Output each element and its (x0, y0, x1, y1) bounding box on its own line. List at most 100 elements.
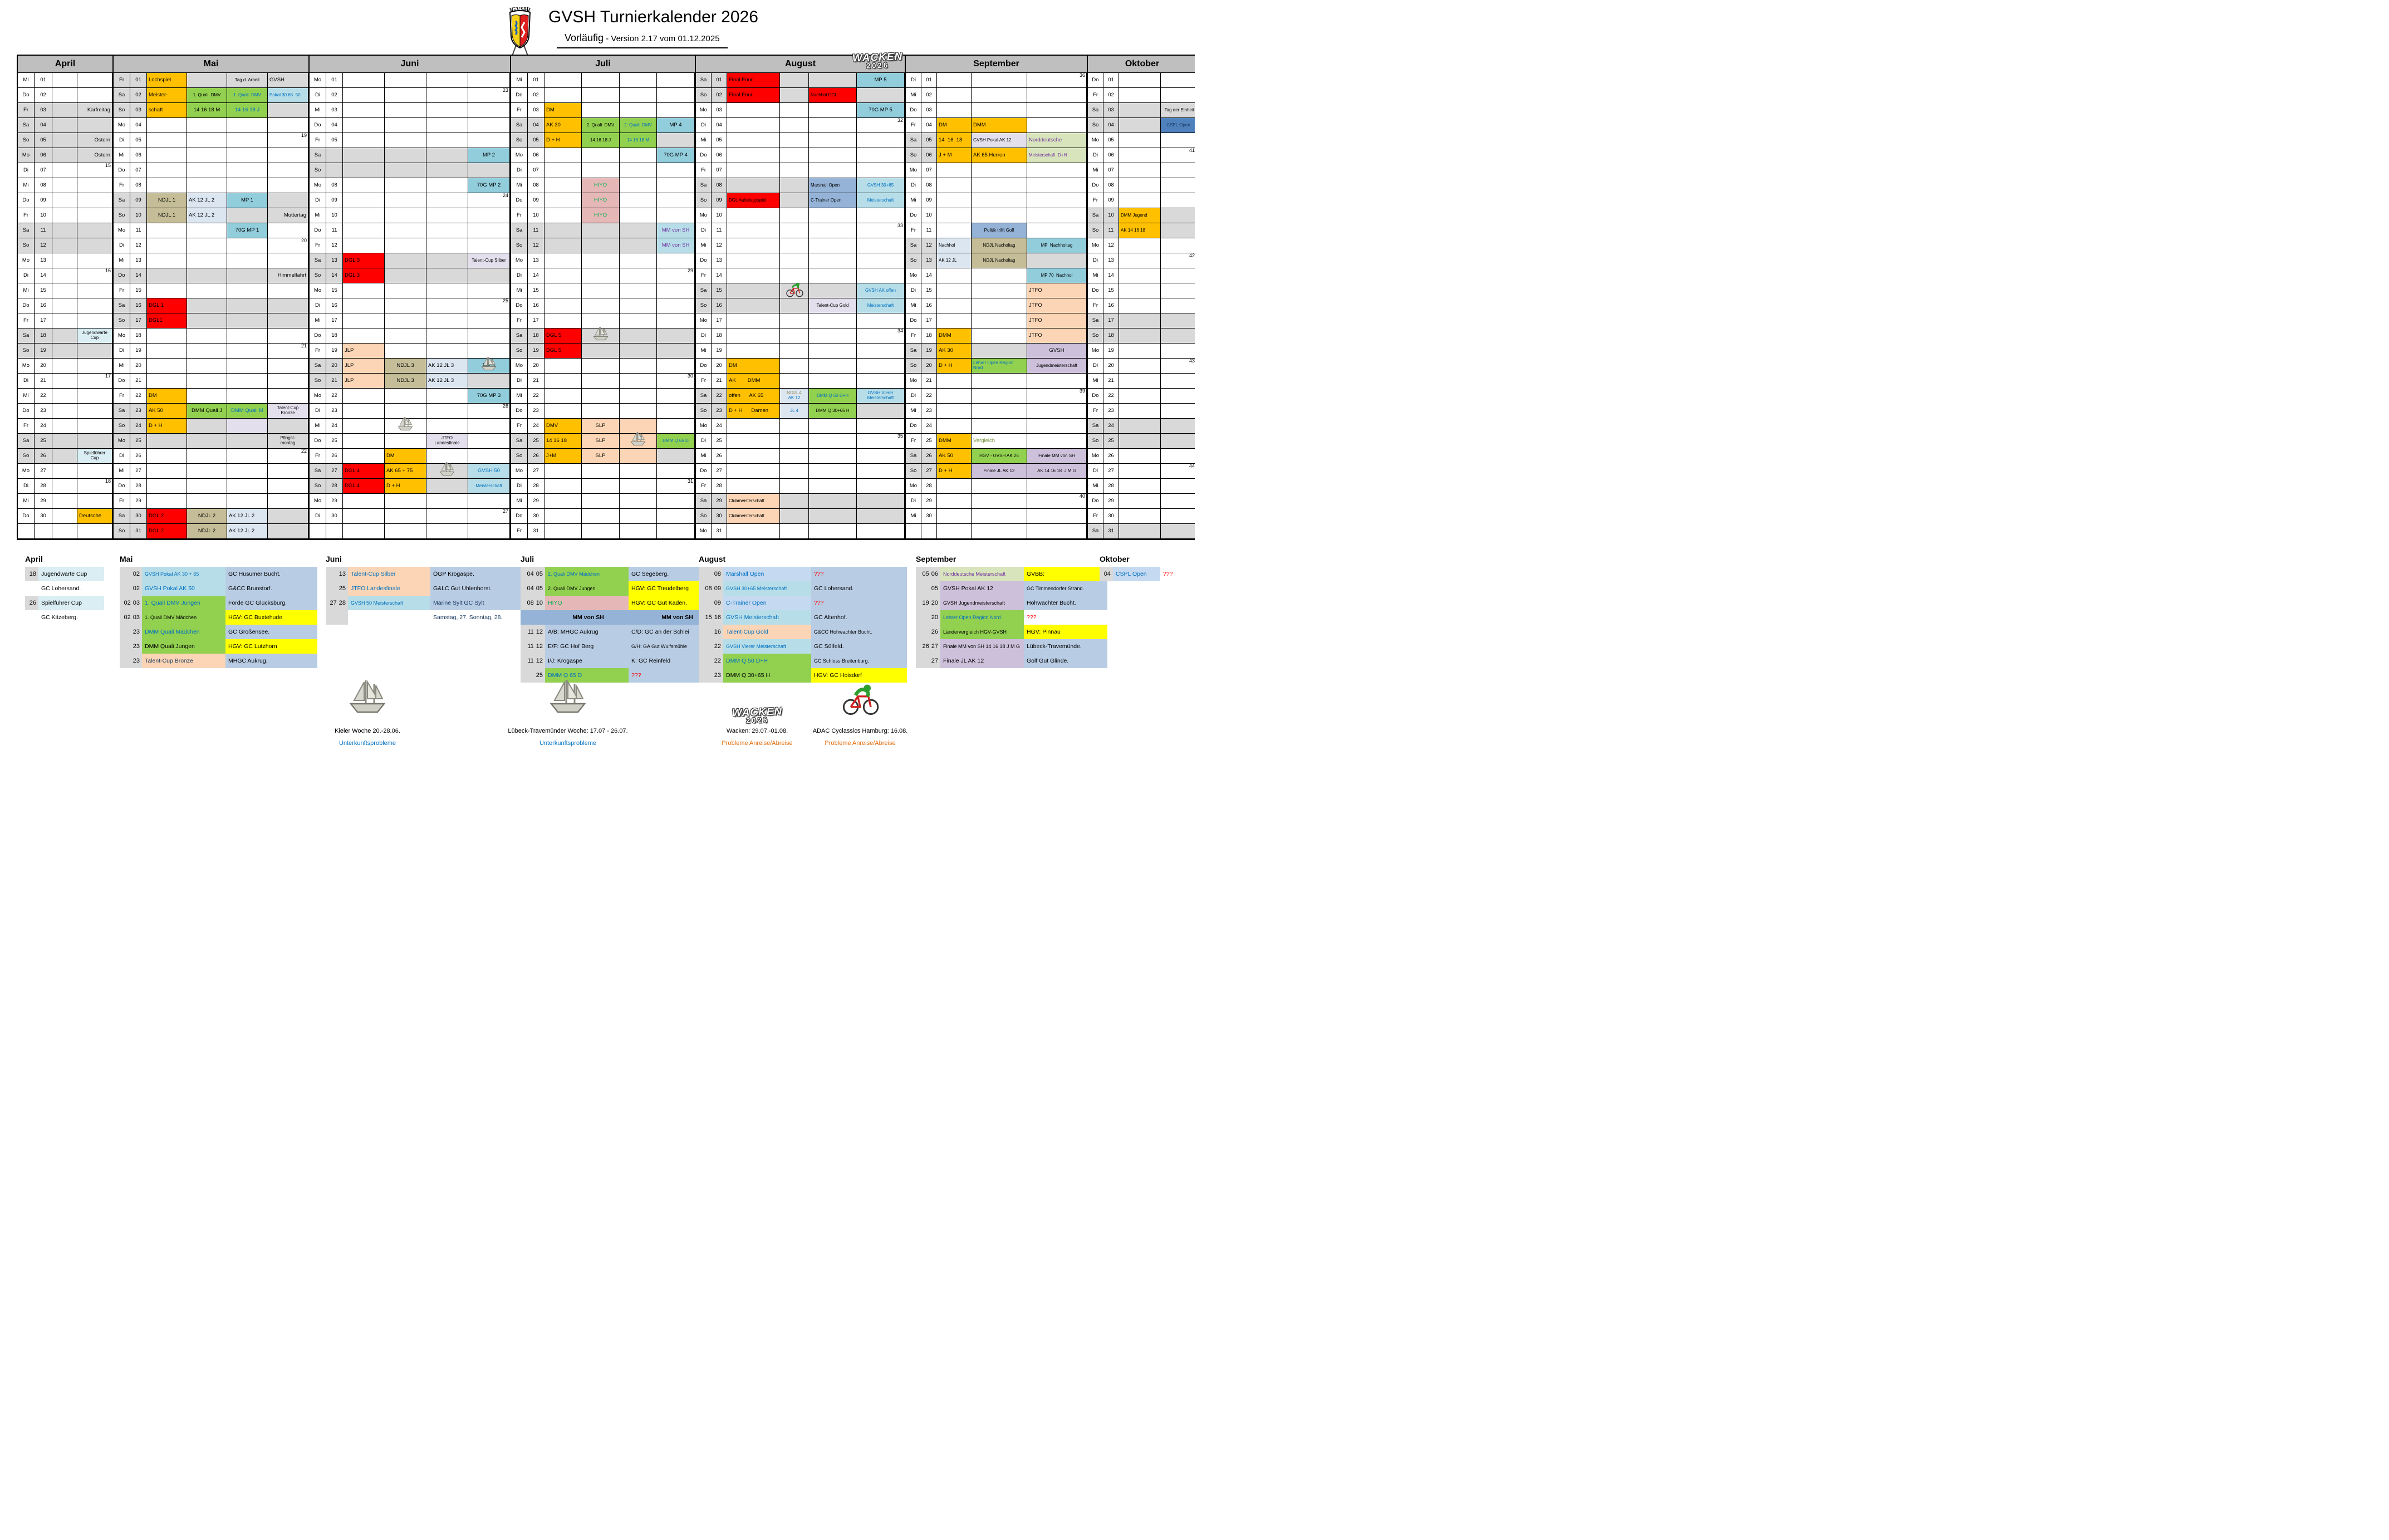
event-cell (972, 509, 1027, 524)
day-row: Sa 26 AK 50 HGV - GVSH AK 25 Finale MM von S… (906, 449, 1087, 464)
weekday-cell: Mo (906, 374, 921, 389)
weekday-cell: So (511, 344, 528, 359)
day-number-cell: 05 (35, 133, 52, 148)
event-cell (809, 479, 857, 494)
legend-dates: 18 (25, 567, 38, 581)
day-row: Do 09 (18, 193, 112, 208)
weekday-cell: Mi (906, 193, 921, 208)
day-number-cell: 13 (326, 253, 343, 268)
event-cell (268, 374, 308, 389)
event-cell: 14 16 18 M (620, 133, 657, 148)
day-number-cell: 15 (528, 283, 544, 298)
day-row: Di 05 19 (114, 133, 308, 148)
weekday-cell: Sa (1088, 103, 1103, 118)
weekday-cell: Mo (1088, 238, 1103, 253)
footer-item: ADAC Cyclassics Hamburg: 16.08. Probleme … (793, 676, 927, 747)
event-cell (227, 434, 268, 449)
event-cell: DGL 5 (544, 344, 582, 359)
event-cell (1027, 509, 1087, 524)
event-cell (657, 359, 695, 374)
event-cell (1119, 434, 1161, 449)
weekday-cell: Do (114, 163, 130, 178)
event-cell: GVSH 30+65 (857, 178, 905, 193)
day-number-cell (921, 524, 937, 539)
day-row: Mo 04 (114, 118, 308, 133)
day-row: Do 15 (1088, 283, 1195, 298)
event-cell (468, 313, 510, 328)
event-cell (77, 313, 112, 328)
weekday-cell: Do (1088, 389, 1103, 404)
event-cell (426, 449, 468, 464)
day-row: Mo 20 (511, 359, 695, 374)
footer-caption: Kieler Woche 20.-28.06. (335, 728, 400, 734)
event-cell (385, 268, 426, 283)
legend-venue: GC Sülfeld. (811, 639, 907, 654)
weekday-cell: Fr (1088, 88, 1103, 103)
event-cell (227, 238, 268, 253)
weekday-cell: So (696, 298, 712, 313)
day-number-cell: 25 (130, 434, 147, 449)
event-cell (620, 328, 657, 344)
weekday-cell: Di (310, 404, 326, 419)
legend-row: 25 JTFO Landesfinale G&LC Gut Uhlenhorst. (326, 581, 526, 596)
legend-venue: GC Großensee. (225, 625, 317, 639)
event-cell: J+M (544, 449, 582, 464)
event-cell: Talent-Cup Silber (468, 253, 510, 268)
event-cell: C-Trainer Open (809, 193, 857, 208)
weekday-cell: So (906, 359, 921, 374)
day-number-cell: 12 (921, 238, 937, 253)
legend-event: GC Kitzeberg. (38, 610, 104, 625)
weekday-cell: Do (511, 193, 528, 208)
day-row: Do 09 HIYO (511, 193, 695, 208)
event-cell (857, 359, 905, 374)
event-cell (544, 524, 582, 539)
event-cell (1161, 479, 1195, 494)
weekday-cell: So (310, 479, 326, 494)
legend-venue: GC Timmendorfer Strand. (1024, 581, 1107, 596)
event-cell (727, 208, 780, 223)
day-number-cell: 15 (35, 283, 52, 298)
event-cell (187, 238, 227, 253)
event-cell: 39 (1027, 388, 1087, 404)
day-number-cell: 31 (1103, 524, 1119, 539)
day-number-cell: 02 (130, 88, 147, 103)
event-cell (1027, 103, 1087, 118)
event-cell: 70G MP 5 (857, 103, 905, 118)
day-number-cell: 28 (528, 479, 544, 494)
event-cell (1119, 268, 1161, 283)
day-row: Di 11 33 (696, 223, 905, 238)
day-row: Mo 12 (1088, 238, 1195, 253)
day-number-cell: 10 (1103, 208, 1119, 223)
event-cell (385, 404, 426, 419)
event-cell (147, 163, 187, 178)
event-cell: D + H (147, 419, 187, 434)
event-cell (809, 118, 857, 133)
event-cell (780, 479, 809, 494)
legend-dates: 22 (699, 654, 723, 668)
event-cell (727, 524, 780, 539)
event-cell (780, 313, 809, 328)
day-row: So 21 JLP NDJL 3 AK 12 JL 3 (310, 374, 510, 389)
legend-event (348, 610, 430, 625)
event-cell (343, 524, 385, 539)
legend-event: Spielführer Cup (38, 596, 104, 610)
event-cell (187, 494, 227, 509)
day-row: Fr 03 DM (511, 103, 695, 118)
event-cell (1161, 193, 1195, 208)
day-number-cell: 15 (712, 283, 727, 298)
weekday-cell: Mo (1088, 449, 1103, 464)
day-row: Sa 29 Clubmeisterschaft (696, 494, 905, 509)
event-cell (1119, 524, 1161, 539)
event-cell: 30 (657, 373, 695, 389)
day-number-cell: 27 (35, 464, 52, 479)
day-row: Mo 31 (696, 524, 905, 539)
day-row: Sa 22 offen AK 65 NDJL 4 AK 12 DMM Q 50 D+H GV… (696, 389, 905, 404)
legend-event: Norddeutsche Meisterschaft (940, 567, 1024, 581)
day-row: So 26 J+M SLP (511, 449, 695, 464)
legend-dates: 11 12 (521, 625, 545, 639)
week-number: 42 (1189, 253, 1195, 258)
svg-text:GVSH: GVSH (511, 6, 529, 13)
event-cell (77, 434, 112, 449)
weekday-cell: Mi (114, 359, 130, 374)
event-cell (727, 238, 780, 253)
